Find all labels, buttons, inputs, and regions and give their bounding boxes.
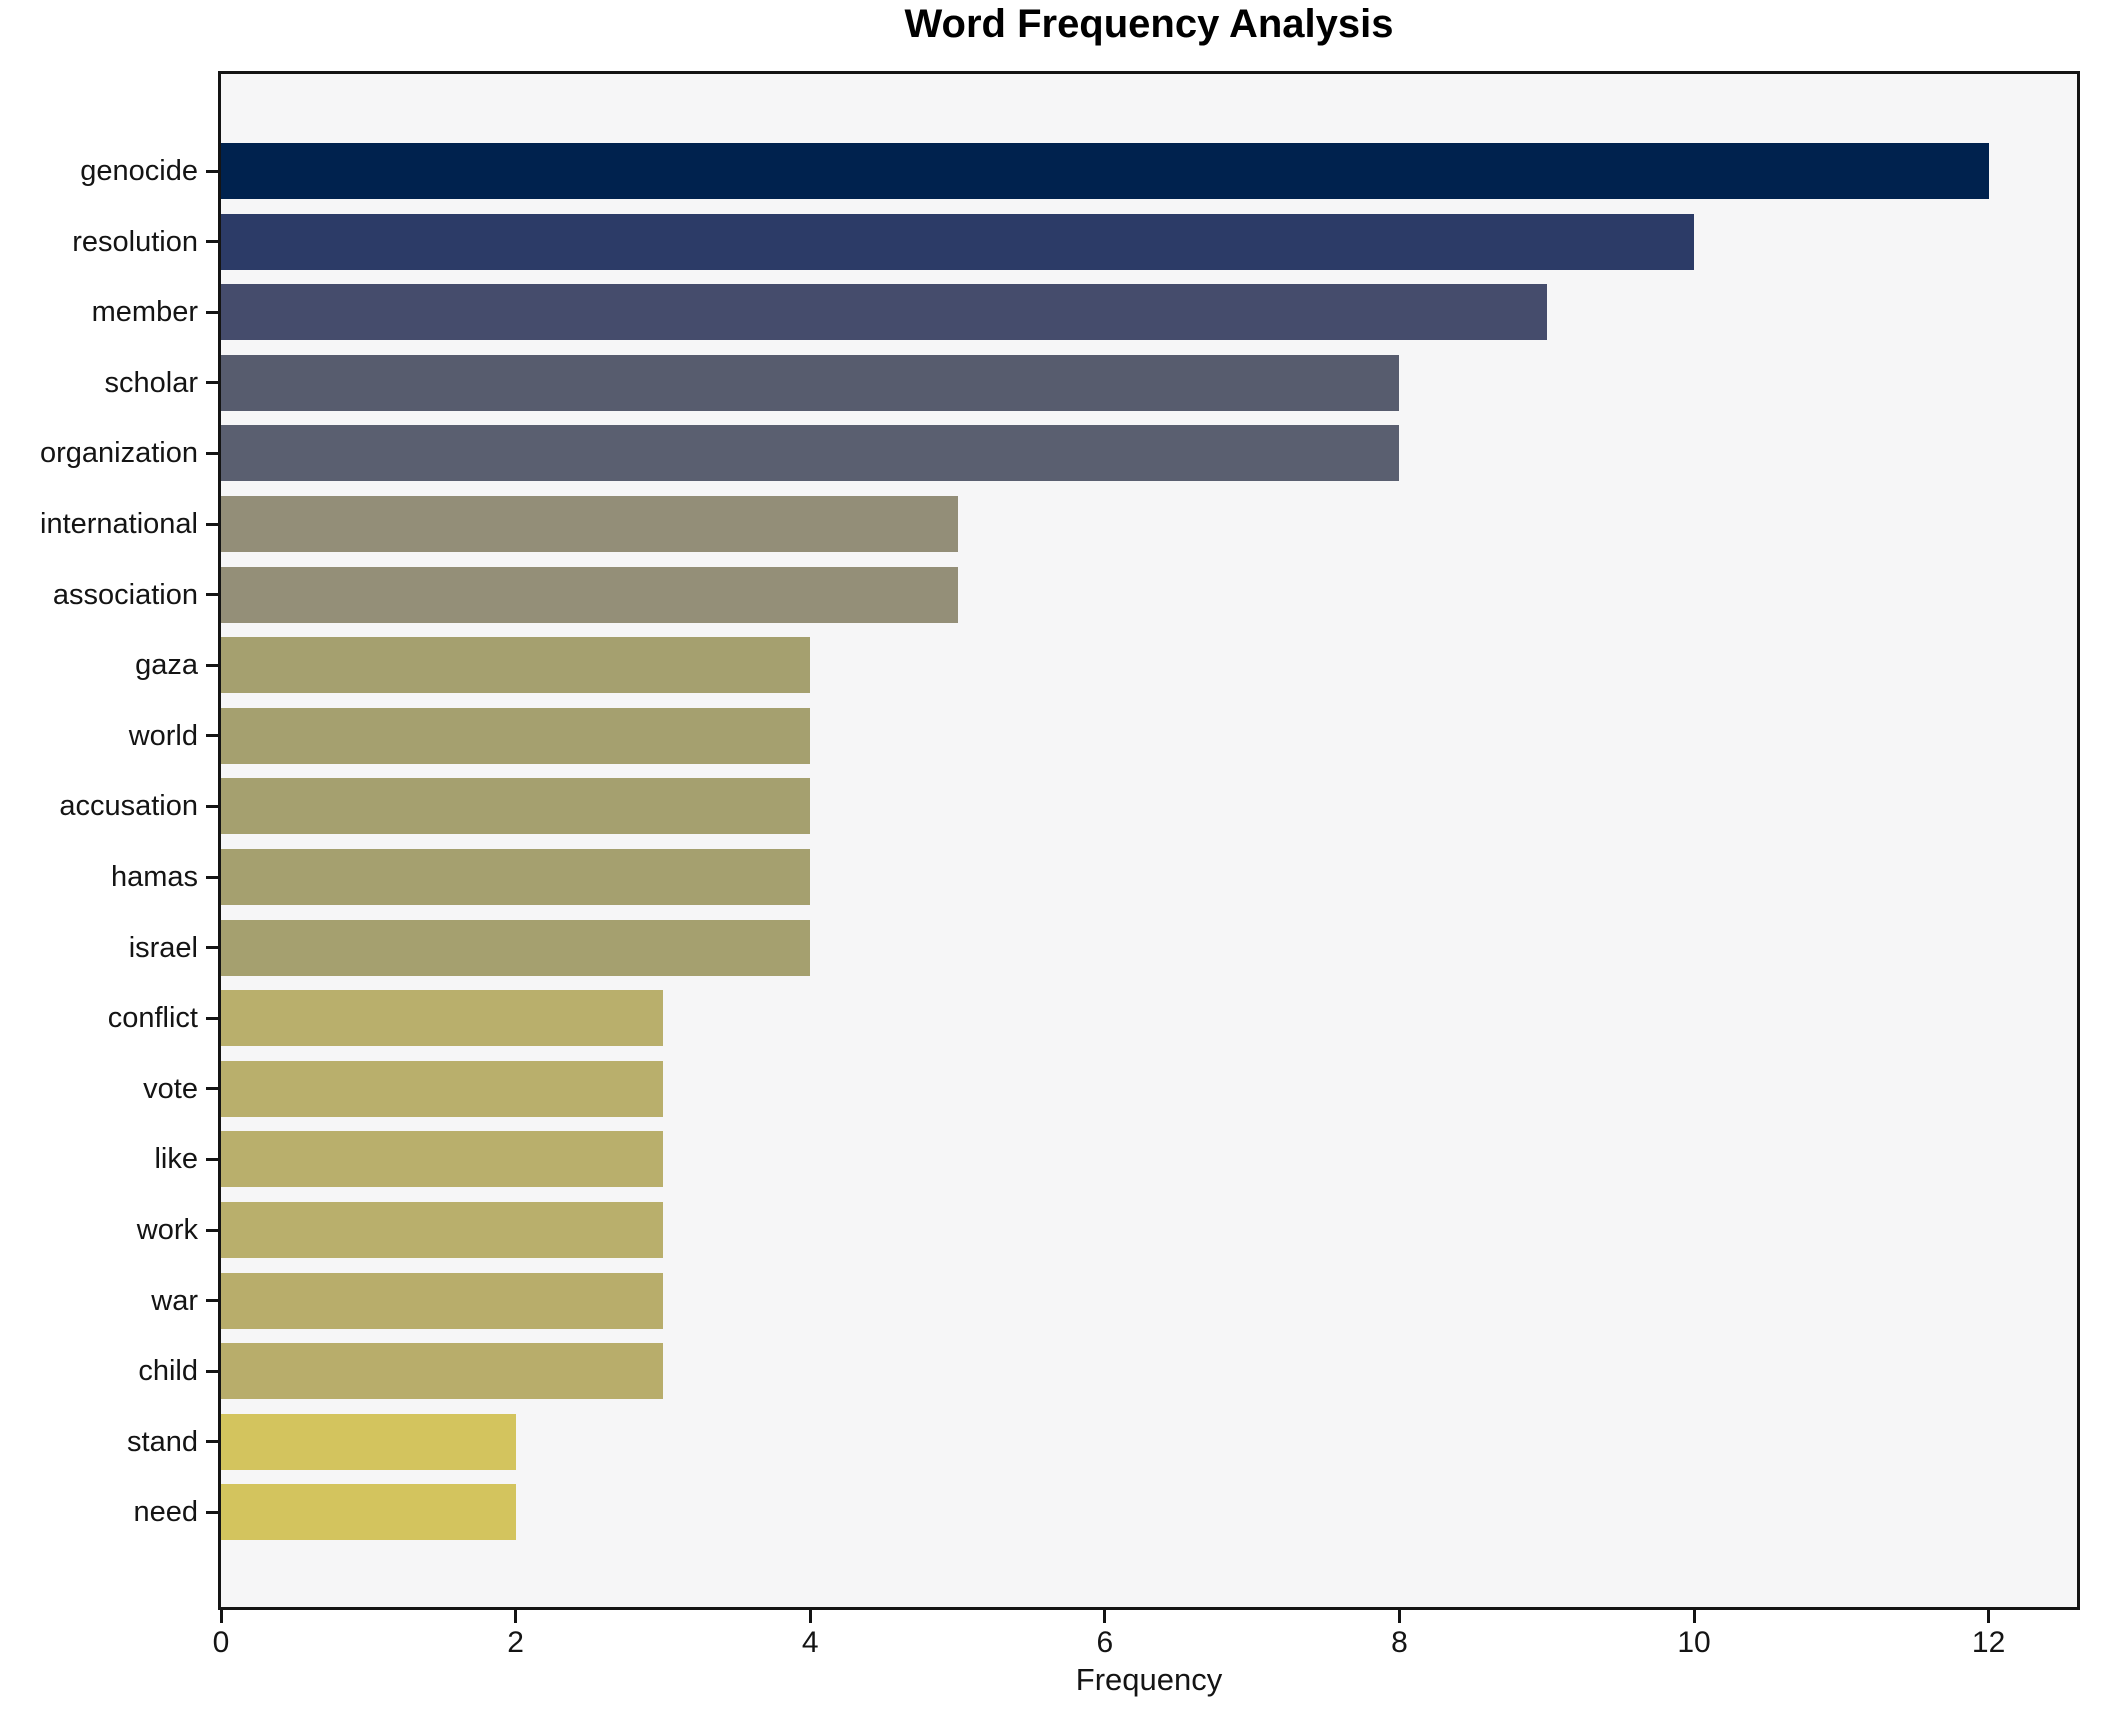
y-tick-conflict bbox=[206, 1016, 218, 1020]
y-tick-need bbox=[206, 1510, 218, 1514]
y-tick-israel bbox=[206, 946, 218, 950]
y-tick-label-hamas: hamas bbox=[110, 861, 198, 893]
bar-stand bbox=[221, 1413, 516, 1470]
y-tick-label-association: association bbox=[52, 578, 198, 611]
x-tick-label-0: 0 bbox=[212, 1626, 230, 1659]
x-tick-label-2: 2 bbox=[507, 1626, 524, 1659]
bar-conflict bbox=[221, 990, 663, 1047]
bar-vote bbox=[221, 1060, 663, 1117]
bar-war bbox=[221, 1272, 663, 1329]
bar-organization bbox=[221, 425, 1400, 482]
y-tick-label-member: member bbox=[91, 296, 198, 329]
y-tick-label-organization: organization bbox=[40, 437, 198, 470]
bar-member bbox=[221, 284, 1547, 341]
y-tick-vote bbox=[206, 1087, 218, 1091]
bar-accusation bbox=[221, 778, 811, 835]
bar-child bbox=[221, 1343, 663, 1400]
y-tick-label-israel: israel bbox=[128, 931, 198, 964]
x-tick-label-6: 6 bbox=[1096, 1626, 1114, 1659]
y-tick-stand bbox=[206, 1440, 218, 1444]
y-tick-child bbox=[206, 1369, 218, 1373]
y-tick-world bbox=[206, 734, 218, 738]
y-tick-organization bbox=[206, 451, 218, 455]
x-tick-label-8: 8 bbox=[1391, 1626, 1408, 1659]
x-tick-2 bbox=[514, 1610, 518, 1623]
y-tick-member bbox=[206, 310, 218, 314]
bar-world bbox=[221, 707, 811, 764]
y-tick-genocide bbox=[206, 169, 218, 173]
y-tick-label-conflict: conflict bbox=[107, 1002, 198, 1035]
y-tick-label-like: like bbox=[154, 1143, 198, 1176]
bar-work bbox=[221, 1202, 663, 1258]
bar-genocide bbox=[221, 143, 1989, 199]
y-tick-war bbox=[206, 1299, 218, 1303]
x-tick-label-12: 12 bbox=[1971, 1626, 2006, 1659]
y-tick-work bbox=[206, 1228, 218, 1232]
chart-title: Word Frequency Analysis bbox=[904, 2, 1394, 46]
y-tick-scholar bbox=[206, 381, 218, 385]
bar-israel bbox=[221, 919, 811, 976]
y-tick-like bbox=[206, 1157, 218, 1161]
bar-scholar bbox=[221, 354, 1400, 411]
y-tick-label-resolution: resolution bbox=[72, 225, 198, 258]
y-tick-label-gaza: gaza bbox=[135, 649, 198, 682]
bar-association bbox=[221, 566, 958, 623]
y-tick-label-vote: vote bbox=[143, 1072, 198, 1105]
y-tick-label-work: work bbox=[136, 1214, 198, 1246]
y-tick-resolution bbox=[206, 240, 218, 244]
x-tick-0 bbox=[219, 1610, 223, 1623]
y-tick-accusation bbox=[206, 804, 218, 808]
y-tick-label-scholar: scholar bbox=[104, 366, 199, 399]
plot-area bbox=[218, 71, 2080, 1610]
bar-need bbox=[221, 1484, 516, 1541]
y-tick-label-stand: stand bbox=[127, 1425, 198, 1458]
y-tick-gaza bbox=[206, 663, 218, 667]
x-tick-12 bbox=[1987, 1610, 1991, 1623]
y-tick-label-child: child bbox=[138, 1355, 198, 1388]
x-tick-8 bbox=[1397, 1610, 1401, 1623]
x-axis-title: Frequency bbox=[1075, 1662, 1223, 1697]
bar-like bbox=[221, 1131, 663, 1188]
y-tick-label-genocide: genocide bbox=[80, 155, 198, 187]
bar-international bbox=[221, 496, 958, 552]
bar-gaza bbox=[221, 637, 811, 694]
x-tick-4 bbox=[808, 1610, 812, 1623]
x-tick-10 bbox=[1692, 1610, 1696, 1623]
x-tick-label-4: 4 bbox=[801, 1626, 819, 1659]
y-tick-international bbox=[206, 522, 218, 526]
bar-resolution bbox=[221, 213, 1695, 270]
bar-hamas bbox=[221, 849, 811, 905]
y-tick-label-need: need bbox=[133, 1496, 198, 1529]
y-tick-hamas bbox=[206, 875, 218, 879]
y-tick-label-international: international bbox=[40, 508, 198, 540]
y-tick-label-war: war bbox=[151, 1284, 198, 1317]
x-tick-label-10: 10 bbox=[1677, 1626, 1711, 1659]
y-tick-association bbox=[206, 593, 218, 597]
x-tick-6 bbox=[1103, 1610, 1107, 1623]
y-tick-label-world: world bbox=[128, 719, 198, 752]
y-tick-label-accusation: accusation bbox=[59, 790, 198, 823]
